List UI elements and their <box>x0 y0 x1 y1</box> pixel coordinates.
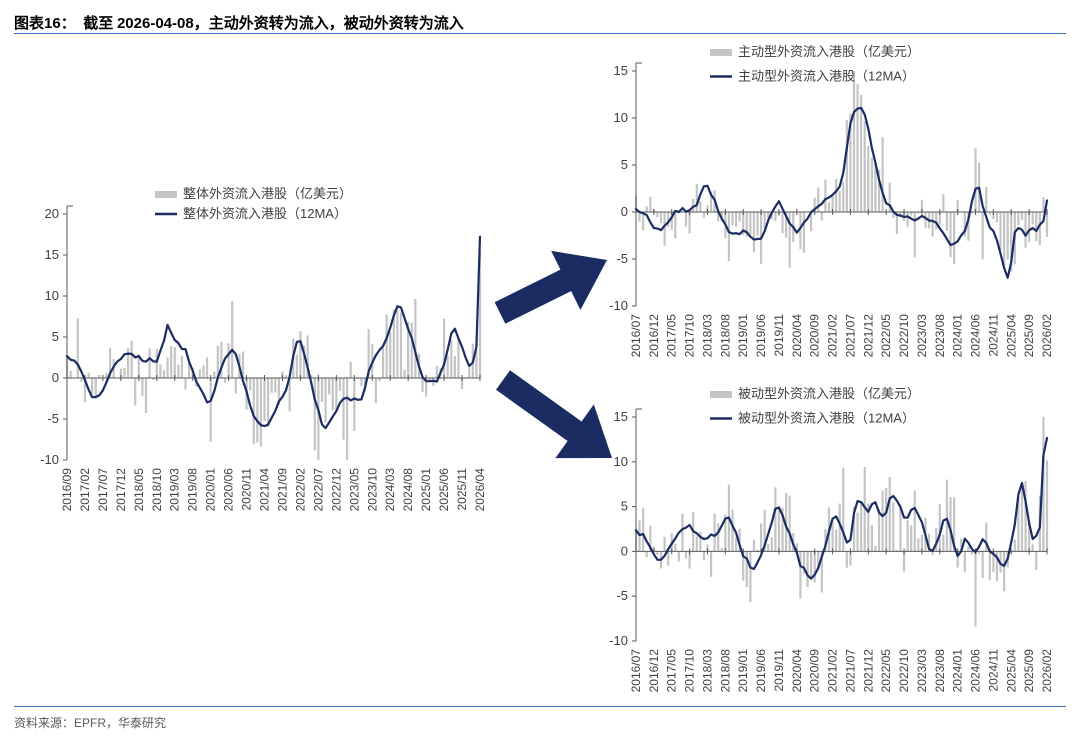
svg-text:2026/02: 2026/02 <box>1040 314 1054 358</box>
svg-text:15: 15 <box>614 63 628 78</box>
svg-text:2022/07: 2022/07 <box>311 468 325 512</box>
svg-text:2018/10: 2018/10 <box>150 468 164 512</box>
svg-text:2019/03: 2019/03 <box>168 468 182 512</box>
svg-text:2016/07: 2016/07 <box>629 649 643 693</box>
svg-text:2023/08: 2023/08 <box>933 649 947 693</box>
svg-text:主动型外资流入港股（亿美元）: 主动型外资流入港股（亿美元） <box>738 44 920 59</box>
svg-text:整体外资流入港股（12MA）: 整体外资流入港股（12MA） <box>183 206 347 221</box>
svg-text:2019/11: 2019/11 <box>772 649 786 692</box>
svg-text:15: 15 <box>614 409 628 424</box>
svg-text:2018/03: 2018/03 <box>700 649 714 693</box>
svg-text:-5: -5 <box>47 411 59 426</box>
svg-text:被动型外资流入港股（亿美元）: 被动型外资流入港股（亿美元） <box>738 386 920 401</box>
svg-text:2026/02: 2026/02 <box>1040 649 1054 693</box>
svg-text:2023/03: 2023/03 <box>915 649 929 693</box>
svg-text:-10: -10 <box>40 452 59 467</box>
svg-text:2022/10: 2022/10 <box>897 649 911 693</box>
svg-text:2016/09: 2016/09 <box>60 468 74 512</box>
svg-text:2021/02: 2021/02 <box>826 314 840 358</box>
svg-text:主动型外资流入港股（12MA）: 主动型外资流入港股（12MA） <box>738 69 915 84</box>
svg-text:2025/11: 2025/11 <box>455 468 469 511</box>
svg-text:2019/01: 2019/01 <box>736 649 750 693</box>
svg-text:2017/07: 2017/07 <box>96 468 110 512</box>
svg-text:-10: -10 <box>609 298 628 313</box>
svg-text:2024/06: 2024/06 <box>969 649 983 693</box>
svg-text:20: 20 <box>45 206 59 221</box>
svg-text:2017/10: 2017/10 <box>683 314 697 358</box>
svg-text:2022/05: 2022/05 <box>879 649 893 693</box>
svg-text:2021/02: 2021/02 <box>826 649 840 693</box>
svg-text:2017/10: 2017/10 <box>683 649 697 693</box>
svg-text:2020/04: 2020/04 <box>790 314 804 358</box>
svg-text:-5: -5 <box>616 251 628 266</box>
svg-text:15: 15 <box>45 247 59 262</box>
svg-text:2018/08: 2018/08 <box>718 314 732 358</box>
svg-text:2022/12: 2022/12 <box>329 468 343 512</box>
svg-text:2019/08: 2019/08 <box>186 468 200 512</box>
svg-text:2017/05: 2017/05 <box>665 649 679 693</box>
svg-text:2021/12: 2021/12 <box>861 649 875 693</box>
svg-text:2016/12: 2016/12 <box>647 314 661 358</box>
svg-text:2025/09: 2025/09 <box>1022 314 1036 358</box>
svg-text:2025/04: 2025/04 <box>1004 314 1018 358</box>
svg-text:2017/02: 2017/02 <box>78 468 92 512</box>
svg-text:2023/10: 2023/10 <box>365 468 379 512</box>
svg-text:2021/04: 2021/04 <box>258 468 272 512</box>
svg-text:2019/06: 2019/06 <box>754 649 768 693</box>
svg-text:5: 5 <box>52 329 59 344</box>
svg-text:整体外资流入港股（亿美元）: 整体外资流入港股（亿美元） <box>183 186 352 201</box>
svg-text:2023/05: 2023/05 <box>347 468 361 512</box>
svg-text:2019/06: 2019/06 <box>754 314 768 358</box>
svg-text:0: 0 <box>621 204 628 219</box>
svg-text:2024/01: 2024/01 <box>951 649 965 693</box>
svg-text:2017/12: 2017/12 <box>114 468 128 512</box>
svg-text:2025/01: 2025/01 <box>419 468 433 512</box>
svg-text:10: 10 <box>45 288 59 303</box>
svg-text:2016/07: 2016/07 <box>629 314 643 358</box>
svg-text:2023/08: 2023/08 <box>933 314 947 358</box>
svg-text:2020/11: 2020/11 <box>240 468 254 511</box>
svg-text:2021/12: 2021/12 <box>861 314 875 358</box>
svg-text:2021/09: 2021/09 <box>275 468 289 512</box>
svg-text:10: 10 <box>614 454 628 469</box>
svg-text:2022/05: 2022/05 <box>879 314 893 358</box>
svg-text:2020/09: 2020/09 <box>808 649 822 693</box>
svg-text:5: 5 <box>621 499 628 514</box>
svg-text:2020/04: 2020/04 <box>790 649 804 693</box>
svg-text:2020/06: 2020/06 <box>222 468 236 512</box>
svg-text:2025/04: 2025/04 <box>1004 649 1018 693</box>
svg-text:0: 0 <box>52 370 59 385</box>
svg-text:2024/11: 2024/11 <box>986 649 1000 692</box>
svg-text:2022/02: 2022/02 <box>293 468 307 512</box>
svg-text:2024/11: 2024/11 <box>986 314 1000 357</box>
svg-text:10: 10 <box>614 110 628 125</box>
svg-text:2024/08: 2024/08 <box>401 468 415 512</box>
svg-text:2017/05: 2017/05 <box>665 314 679 358</box>
svg-text:2020/09: 2020/09 <box>808 314 822 358</box>
svg-text:2024/01: 2024/01 <box>951 314 965 358</box>
svg-text:2021/07: 2021/07 <box>843 314 857 358</box>
svg-text:5: 5 <box>621 157 628 172</box>
svg-text:0: 0 <box>621 543 628 558</box>
svg-text:2023/03: 2023/03 <box>915 314 929 358</box>
svg-text:被动型外资流入港股（12MA）: 被动型外资流入港股（12MA） <box>738 411 915 426</box>
svg-text:2018/08: 2018/08 <box>718 649 732 693</box>
svg-text:2019/11: 2019/11 <box>772 314 786 357</box>
svg-text:2020/01: 2020/01 <box>204 468 218 512</box>
svg-text:2022/10: 2022/10 <box>897 314 911 358</box>
svg-text:2018/05: 2018/05 <box>132 468 146 512</box>
svg-text:2026/04: 2026/04 <box>473 468 487 512</box>
svg-text:2019/01: 2019/01 <box>736 314 750 358</box>
svg-text:-5: -5 <box>616 588 628 603</box>
svg-text:2018/03: 2018/03 <box>700 314 714 358</box>
svg-text:2021/07: 2021/07 <box>843 649 857 693</box>
svg-text:-10: -10 <box>609 633 628 648</box>
svg-text:2016/12: 2016/12 <box>647 649 661 693</box>
svg-text:2025/09: 2025/09 <box>1022 649 1036 693</box>
svg-text:2025/06: 2025/06 <box>437 468 451 512</box>
svg-text:2024/03: 2024/03 <box>383 468 397 512</box>
svg-text:2024/06: 2024/06 <box>969 314 983 358</box>
